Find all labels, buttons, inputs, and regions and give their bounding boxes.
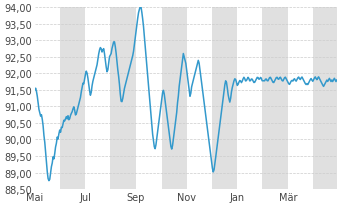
Bar [60, 8, 86, 189]
Bar [313, 8, 338, 189]
Bar [211, 8, 237, 189]
Bar [110, 8, 136, 189]
Bar [262, 8, 288, 189]
Bar [162, 8, 187, 189]
